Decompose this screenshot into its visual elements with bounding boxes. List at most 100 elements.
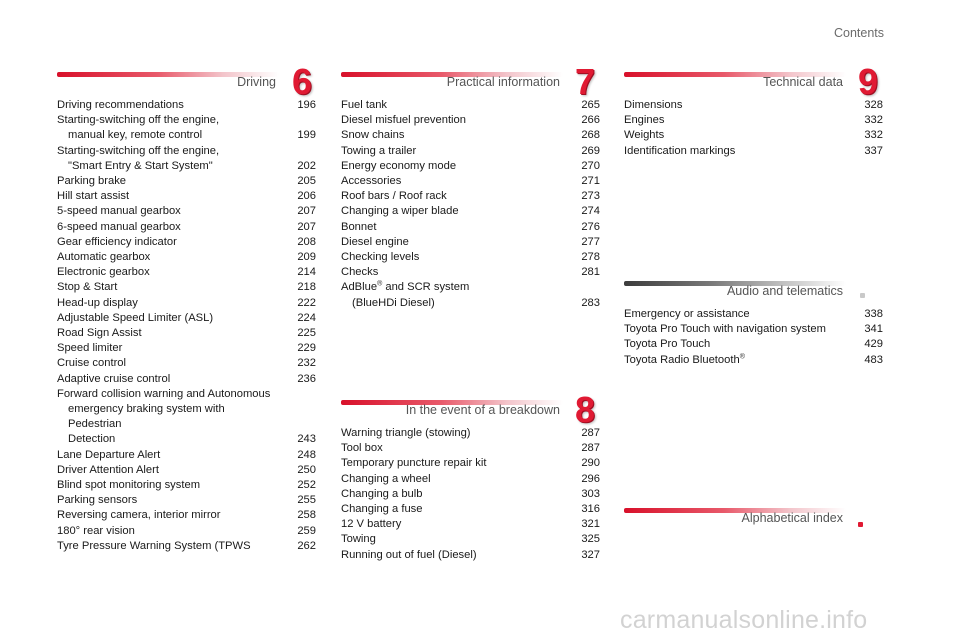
toc-entry[interactable]: Cruise control 232 bbox=[57, 356, 316, 371]
toc-entry[interactable]: 5-speed manual gearbox 207 bbox=[57, 204, 316, 219]
toc-entry-title: Roof bars / Roof rack bbox=[341, 190, 447, 203]
toc-entry-title: Reversing camera, interior mirror bbox=[57, 509, 221, 522]
toc-entry[interactable]: Tool box 287 bbox=[341, 441, 600, 456]
entry-list: Driving recommendations 196 Starting-switc… bbox=[57, 98, 316, 554]
toc-entry[interactable]: Diesel misfuel prevention 266 bbox=[341, 113, 600, 128]
toc-entry[interactable]: Forward collision warning and Autonomous… bbox=[57, 387, 316, 448]
toc-entry-title: Running out of fuel (Diesel) bbox=[341, 548, 477, 561]
toc-entry[interactable]: Driver Attention Alert 250 bbox=[57, 463, 316, 478]
toc-entry-title: Emergency or assistance bbox=[624, 308, 750, 320]
toc-entry[interactable]: Energy economy mode 270 bbox=[341, 159, 600, 174]
toc-entry-page: 287 bbox=[581, 442, 600, 455]
toc-entry[interactable]: Temporary puncture repair kit 290 bbox=[341, 456, 600, 471]
toc-entry-page: 290 bbox=[581, 457, 600, 470]
toc-entry[interactable]: 180° rear vision 259 bbox=[57, 524, 316, 539]
entry-list: Fuel tank 265 Diesel misfuel prevention 266… bbox=[341, 98, 600, 311]
toc-entry-page: 250 bbox=[297, 463, 316, 476]
toc-entry[interactable]: Toyota Radio Bluetooth® 483 bbox=[624, 353, 883, 368]
toc-entry-page: 273 bbox=[581, 190, 600, 203]
toc-entry-page: 208 bbox=[297, 235, 316, 248]
toc-entry[interactable]: Changing a wheel 296 bbox=[341, 472, 600, 487]
section-alphabetical-index: Alphabetical index bbox=[624, 500, 883, 534]
section-title: Alphabetical index bbox=[741, 511, 843, 525]
toc-entry-title: Forward collision warning and Autonomous… bbox=[57, 387, 271, 446]
toc-entry[interactable]: Electronic gearbox 214 bbox=[57, 265, 316, 280]
toc-entry-title: Automatic gearbox bbox=[57, 251, 151, 264]
toc-entry[interactable]: Adaptive cruise control 236 bbox=[57, 372, 316, 387]
toc-entry[interactable]: AdBlue® and SCR system (BlueHDi Diesel) 28… bbox=[341, 280, 600, 310]
toc-entry-title: Towing a trailer bbox=[341, 144, 417, 157]
toc-entry[interactable]: Bonnet 276 bbox=[341, 220, 600, 235]
toc-entry[interactable]: Speed limiter 229 bbox=[57, 341, 316, 356]
toc-entry[interactable]: Dimensions 328 bbox=[624, 98, 883, 113]
toc-entry[interactable]: Stop & Start 218 bbox=[57, 280, 316, 295]
section-bar bbox=[624, 281, 846, 286]
toc-entry-title: Speed limiter bbox=[57, 342, 123, 355]
toc-entry-page: 255 bbox=[297, 494, 316, 507]
toc-entry[interactable]: Lane Departure Alert 248 bbox=[57, 448, 316, 463]
section-number: 8 bbox=[574, 389, 595, 430]
toc-entry[interactable]: Hill start assist 206 bbox=[57, 189, 316, 204]
entry-list: Dimensions 328 Engines 332 Weights 332 Identif… bbox=[624, 98, 883, 159]
toc-entry[interactable]: Changing a fuse 316 bbox=[341, 502, 600, 517]
toc-entry[interactable]: Running out of fuel (Diesel) 327 bbox=[341, 548, 600, 563]
toc-entry[interactable]: Parking brake 205 bbox=[57, 174, 316, 189]
section-driving: Driving 6 Driving recommendations 196 Star… bbox=[57, 62, 316, 554]
toc-entry-title: 6-speed manual gearbox bbox=[57, 220, 181, 233]
toc-entry-title: Toyota Pro Touch bbox=[624, 338, 711, 351]
registered-mark: ® bbox=[739, 352, 745, 360]
toc-entry-page: 207 bbox=[297, 205, 316, 218]
toc-entry-page: 202 bbox=[297, 159, 316, 172]
toc-entry[interactable]: Road Sign Assist 225 bbox=[57, 326, 316, 341]
toc-entry-page: 271 bbox=[581, 175, 600, 188]
toc-entry[interactable]: Head-up display 222 bbox=[57, 296, 316, 311]
toc-entry[interactable]: Starting-switching off the engine, manual… bbox=[57, 113, 316, 143]
toc-entry-page: 277 bbox=[581, 235, 600, 248]
toc-entry[interactable]: Roof bars / Roof rack 273 bbox=[341, 189, 600, 204]
toc-entry[interactable]: Checking levels 278 bbox=[341, 250, 600, 265]
toc-entry[interactable]: Blind spot monitoring system 252 bbox=[57, 478, 316, 493]
toc-entry[interactable]: Starting-switching off the engine, "Smart… bbox=[57, 144, 316, 174]
toc-entry[interactable]: 12 V battery 321 bbox=[341, 517, 600, 532]
toc-entry[interactable]: Driving recommendations 196 bbox=[57, 98, 316, 113]
section-bar bbox=[341, 400, 563, 405]
toc-entry-page: 232 bbox=[297, 357, 316, 370]
toc-entry[interactable]: Changing a bulb 303 bbox=[341, 487, 600, 502]
toc-entry[interactable]: Engines 332 bbox=[624, 113, 883, 128]
toc-entry-title: Fuel tank bbox=[341, 99, 388, 111]
toc-entry[interactable]: Towing 325 bbox=[341, 532, 600, 547]
section-header: In the event of a breakdown 8 bbox=[341, 390, 600, 430]
section-title: Audio and telematics bbox=[726, 284, 843, 298]
toc-entry[interactable]: Gear efficiency indicator 208 bbox=[57, 235, 316, 250]
toc-entry[interactable]: Emergency or assistance 338 bbox=[624, 307, 883, 322]
toc-entry[interactable]: Tyre Pressure Warning System (TPWS 262 bbox=[57, 539, 316, 554]
toc-entry[interactable]: Toyota Pro Touch with navigation system 3… bbox=[624, 322, 883, 337]
toc-entry[interactable]: Accessories 271 bbox=[341, 174, 600, 189]
toc-entry-title: Towing bbox=[341, 533, 376, 546]
toc-entry[interactable]: Changing a wiper blade 274 bbox=[341, 204, 600, 219]
toc-entry[interactable]: Snow chains 268 bbox=[341, 128, 600, 143]
toc-entry-title: Changing a wiper blade bbox=[341, 205, 459, 218]
toc-entry-title: Snow chains bbox=[341, 129, 405, 142]
section-header: Audio and telematics bbox=[624, 273, 883, 307]
toc-entry-page: 258 bbox=[297, 509, 316, 522]
section-audio-telematics: Audio and telematics Emergency or assist… bbox=[624, 273, 883, 368]
toc-entry[interactable]: Parking sensors 255 bbox=[57, 493, 316, 508]
toc-entry[interactable]: Towing a trailer 269 bbox=[341, 144, 600, 159]
toc-entry[interactable]: Warning triangle (stowing) 287 bbox=[341, 426, 600, 441]
toc-entry[interactable]: Fuel tank 265 bbox=[341, 98, 600, 113]
toc-entry[interactable]: Identification markings 337 bbox=[624, 144, 883, 159]
toc-entry[interactable]: Diesel engine 277 bbox=[341, 235, 600, 250]
toc-entry[interactable]: Weights 332 bbox=[624, 128, 883, 143]
toc-entry[interactable]: Toyota Pro Touch 429 bbox=[624, 337, 883, 352]
toc-entry-page: 303 bbox=[581, 487, 600, 500]
toc-entry-title: Toyota Pro Touch with navigation system bbox=[624, 323, 826, 336]
toc-entry[interactable]: Adjustable Speed Limiter (ASL) 224 bbox=[57, 311, 316, 326]
toc-entry[interactable]: Reversing camera, interior mirror 258 bbox=[57, 508, 316, 523]
toc-entry-page: 429 bbox=[864, 338, 883, 351]
section-marker-icon bbox=[858, 522, 863, 527]
toc-entry[interactable]: Checks 281 bbox=[341, 265, 600, 280]
toc-entry[interactable]: 6-speed manual gearbox 207 bbox=[57, 220, 316, 235]
toc-entry-page: 222 bbox=[297, 296, 316, 309]
toc-entry[interactable]: Automatic gearbox 209 bbox=[57, 250, 316, 265]
